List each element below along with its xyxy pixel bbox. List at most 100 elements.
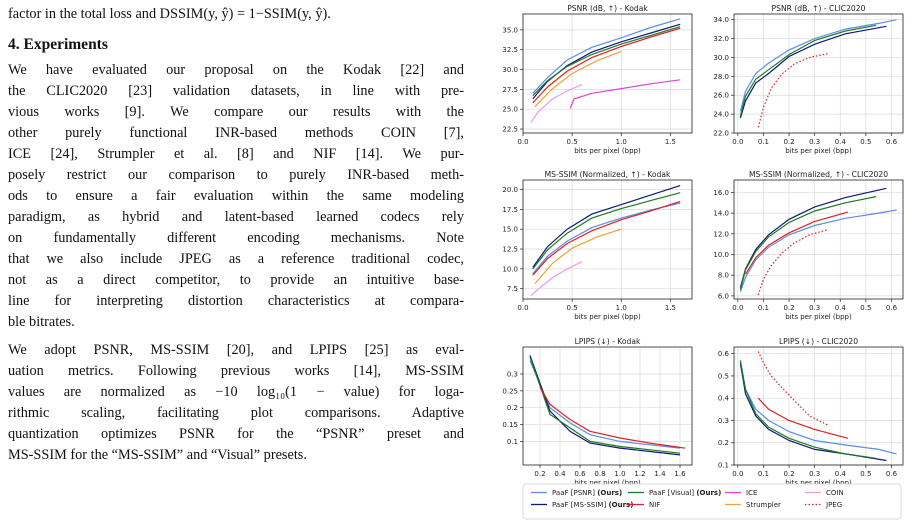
- chart-panel: 0.0 0.5 1.0 1.5 22.5 25.0 27.5 30.0 32.5 35.0 PSNR…: [502, 4, 693, 155]
- text-line: rithmic scaling, facilitating plot compa…: [8, 405, 464, 421]
- series-line: [739, 196, 877, 290]
- y-tick-label: 12.0: [713, 230, 729, 238]
- y-tick-label: 28.0: [713, 73, 729, 81]
- text-line: MS-SSIM for the “MS-SSIM” and “Visual” p…: [8, 447, 307, 463]
- x-tick-label: 0.0: [517, 138, 528, 146]
- chart-title: MS-SSIM (Normalized, ↑) - CLIC2020: [749, 170, 888, 179]
- series-line: [532, 200, 681, 276]
- y-tick-label: 22.0: [713, 130, 729, 138]
- x-tick-label: 0.1: [758, 138, 769, 146]
- plot-frame: [522, 179, 693, 300]
- x-axis-label: bits per pixel (bpp): [574, 313, 641, 321]
- y-tick-label: 17.5: [502, 206, 518, 214]
- y-tick-label: 0.1: [718, 462, 729, 470]
- text-line: the CLIC2020 [23] validation datasets, i…: [8, 83, 464, 99]
- series-line: [739, 209, 897, 292]
- x-tick-label: 1.4: [654, 470, 666, 478]
- x-tick-label: 0.5: [567, 138, 578, 146]
- series-line: [739, 25, 887, 119]
- y-tick-label: 0.5: [718, 372, 729, 380]
- y-tick-label: 0.2: [507, 404, 518, 412]
- x-tick-label: 0.5: [567, 304, 578, 312]
- series-line: [739, 19, 897, 112]
- text-line: values are normalized as −10 log₁₀(1 − v…: [8, 384, 464, 400]
- series-line: [539, 387, 686, 449]
- text-line: vious works [9]. We compare our results …: [8, 104, 464, 120]
- y-tick-label: 0.3: [507, 370, 518, 378]
- x-tick-label: 0.0: [732, 470, 743, 478]
- series-line: [757, 229, 828, 296]
- chart-panel: 0.0 0.1 0.2 0.3 0.4 0.5 0.6 22.0 24.0 26.0 28.0 30.…: [713, 4, 904, 155]
- x-tick-label: 0.0: [732, 304, 743, 312]
- body-text-column: factor in the total loss and DSSIM(y, ŷ)…: [8, 6, 464, 463]
- chart-title: LPIPS (↓) - Kodak: [575, 337, 641, 346]
- text-line: uation metrics. Following previous works…: [8, 363, 464, 379]
- series-line: [530, 261, 583, 297]
- y-tick-label: 16.0: [713, 189, 729, 197]
- text-line: factor in the total loss and DSSIM(y, ŷ)…: [8, 6, 331, 22]
- series-line: [529, 355, 681, 456]
- series-line: [534, 228, 622, 285]
- series-line: [529, 360, 681, 449]
- series-line: [757, 53, 828, 128]
- x-tick-label: 0.6: [574, 470, 586, 478]
- x-tick-label: 0.4: [835, 138, 847, 146]
- x-tick-label: 1.0: [616, 138, 627, 146]
- series-line: [532, 185, 681, 268]
- chart-title: MS-SSIM (Normalized, ↑) - Kodak: [545, 170, 671, 179]
- series-line: [532, 18, 681, 94]
- series-line: [532, 26, 681, 97]
- x-tick-label: 0.0: [517, 304, 528, 312]
- series-line: [532, 23, 681, 100]
- x-tick-label: 0.4: [554, 470, 566, 478]
- text-line: line for interpreting distortion charact…: [8, 293, 464, 309]
- figure-panel: 0.0 0.5 1.0 1.5 22.5 25.0 27.5 30.0 32.5 35.0 PSNR…: [475, 0, 918, 528]
- figure-svg: 0.0 0.5 1.0 1.5 22.5 25.0 27.5 30.0 32.5 35.0 PSNR…: [502, 4, 904, 520]
- x-tick-label: 1.5: [665, 304, 676, 312]
- legend-label: PaaF [MS-SSIM] (Ours): [552, 501, 633, 509]
- y-tick-label: 6.0: [718, 292, 729, 300]
- text-line: ble bitrates.: [8, 314, 75, 330]
- x-tick-label: 0.4: [835, 304, 847, 312]
- text-line: ICE [24], Strumpler et al. [8] and NIF […: [8, 146, 464, 162]
- x-tick-label: 0.5: [860, 470, 871, 478]
- x-tick-label: 0.4: [835, 470, 847, 478]
- plot-frame: [733, 346, 904, 466]
- chart-legend: PaaF [PSNR] (Ours) PaaF [MS-SSIM] (Ours) P…: [522, 483, 902, 520]
- chart-panel: 0.2 0.4 0.6 0.8 1.0 1.2 1.4 1.6 0.1 0.15 0.2 0.25 0.…: [502, 337, 693, 487]
- y-tick-label: 22.5: [502, 126, 518, 134]
- y-tick-label: 25.0: [502, 106, 518, 114]
- text-line: on fundamentally different encoding mech…: [8, 230, 464, 246]
- y-tick-label: 0.4: [718, 395, 730, 403]
- x-tick-label: 0.2: [783, 138, 794, 146]
- text-line: We have evaluated our proposal on the Ko…: [8, 62, 464, 78]
- x-tick-label: 0.5: [860, 138, 871, 146]
- x-axis-label: bits per pixel (bpp): [785, 313, 852, 321]
- text-line: not as a direct competitor, to provide a…: [8, 272, 464, 288]
- x-tick-label: 1.0: [614, 470, 625, 478]
- x-tick-label: 0.2: [783, 304, 794, 312]
- series-line: [744, 211, 849, 275]
- x-tick-label: 1.5: [665, 138, 676, 146]
- x-axis-label: bits per pixel (bpp): [574, 147, 641, 155]
- legend-label: ICE: [746, 489, 757, 497]
- x-axis-label: bits per pixel (bpp): [574, 479, 641, 487]
- chart-title: PSNR (dB, ↑) - Kodak: [567, 4, 648, 13]
- y-tick-label: 10.0: [713, 251, 729, 259]
- plot-frame: [733, 13, 904, 134]
- legend-label: COIN: [826, 489, 844, 497]
- legend-label: Strumpler: [746, 501, 781, 509]
- series-line: [739, 362, 887, 462]
- y-tick-label: 14.0: [713, 210, 729, 218]
- y-tick-label: 0.2: [718, 439, 729, 447]
- chart-panel: 0.0 0.5 1.0 1.5 7.5 10.0 12.5 15.0 17.5 20.0 MS-SS…: [502, 170, 693, 321]
- x-tick-label: 0.1: [758, 470, 769, 478]
- x-tick-label: 0.1: [758, 304, 769, 312]
- chart-panel: 0.0 0.1 0.2 0.3 0.4 0.5 0.60.10.20.30.40.50.6L…: [718, 337, 904, 487]
- x-tick-label: 0.6: [886, 304, 898, 312]
- y-tick-label: 34.0: [713, 16, 729, 24]
- x-tick-label: 0.3: [809, 304, 820, 312]
- x-tick-label: 1.6: [674, 470, 686, 478]
- series-line: [532, 192, 681, 270]
- x-tick-label: 1.2: [634, 470, 645, 478]
